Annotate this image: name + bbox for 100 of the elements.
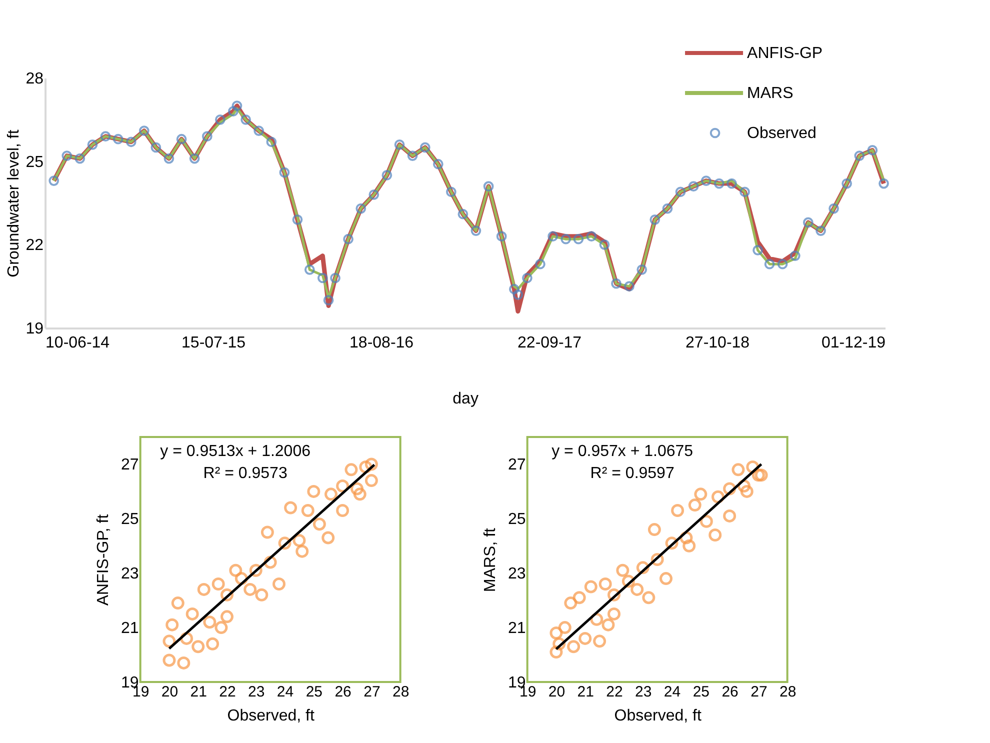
y-tick-label: 19 [26,320,44,338]
y-tick-label: 28 [26,70,44,88]
point [578,632,592,645]
point [598,578,612,590]
annotation: y = 0.9513x + 1.2006 [160,443,311,460]
point [260,526,274,539]
point [671,504,684,517]
y-tick-label: 22 [26,237,44,254]
x-tick-label: 22 [219,684,236,700]
point [616,564,630,577]
point [630,582,644,596]
point [660,572,672,586]
legend-label: MARS [747,85,794,102]
y-tick-label: 23 [508,566,526,583]
y-tick-label: 25 [26,154,44,171]
point [732,463,745,476]
x-tick-label: 23 [248,684,265,700]
point [214,621,228,634]
legend-label: ANFIS-GP [747,45,823,62]
annotation: y = 0.957x + 1.0675 [552,443,694,460]
point [272,578,286,590]
point [284,501,298,514]
x-tick-label: 01-12-19 [821,334,886,352]
point [255,588,268,602]
x-tick-label: 22 [606,684,623,700]
x-tick-label: 27 [364,684,380,700]
point [754,468,768,482]
x-tick-label: 23 [635,684,652,700]
annotation: R² = 0.9597 [590,465,674,482]
point [550,626,563,640]
point [353,488,366,501]
x-tick-label: 28 [392,684,410,700]
x-tick-label: 27 [750,684,768,700]
point [723,509,736,522]
point [694,488,708,501]
x-tick-label: 20 [161,684,178,700]
point [322,531,335,544]
x-tick-label: 18-08-16 [350,334,414,352]
x-axis-title: day [452,390,478,408]
point [602,618,615,632]
point [162,654,176,667]
y-axis-title: MARS, ft [482,527,500,592]
point [364,474,378,488]
y-axis-title: Groundwater level, ft [6,129,23,278]
point [301,504,314,517]
x-tick-label: 20 [548,684,566,700]
point [344,463,358,476]
point [336,504,350,517]
point [752,468,765,482]
x-tick-label: 26 [722,684,738,700]
point [708,528,722,542]
point [229,564,242,577]
x-axis-title: Observed, ft [227,708,315,724]
y-tick-label: 21 [121,620,139,638]
point [648,523,661,536]
x-tick-label: 27-10-18 [686,334,750,352]
point [567,640,580,654]
point [558,621,572,634]
point [192,640,205,654]
point [572,591,586,604]
y-tick-label: 25 [121,511,139,528]
x-tick-label: 15-07-15 [182,334,246,352]
x-tick-label: 21 [577,684,594,700]
x-tick-label: 28 [779,684,796,700]
y-tick-label: 21 [508,620,526,638]
x-tick-label: 25 [306,684,323,700]
point [177,656,190,670]
point [186,607,199,620]
annotation: R² = 0.9573 [203,465,288,482]
point [220,610,234,624]
x-tick-label: 26 [334,684,352,700]
point [740,484,754,498]
point [350,482,364,496]
point [682,539,696,552]
x-tick-label: 24 [664,684,681,700]
point [564,596,578,610]
point [212,578,225,590]
point [312,518,326,531]
x-tick-label: 10-06-14 [46,334,110,352]
point [166,618,179,632]
point [550,646,563,659]
point [296,544,309,558]
y-tick-label: 27 [121,456,139,474]
y-tick-label: 27 [508,456,526,474]
point [642,591,656,604]
point [206,637,220,650]
point [292,534,306,547]
y-axis-title: ANFIS-GP, ft [95,514,112,606]
point [593,634,606,648]
point [324,488,338,501]
point [688,498,702,512]
point [197,582,210,596]
x-tick-label: 21 [190,684,207,700]
point [203,616,216,629]
x-tick-label: 22-09-17 [518,334,582,352]
point [244,582,257,596]
point [171,596,184,610]
y-tick-label: 25 [508,511,526,528]
x-tick-label: 25 [692,684,710,700]
point [608,607,620,620]
